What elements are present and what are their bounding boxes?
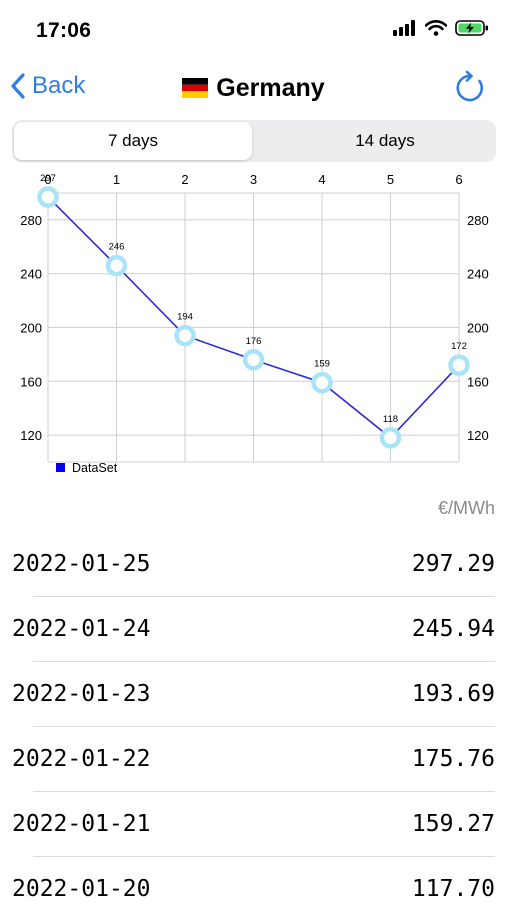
row-value: 175.76 bbox=[411, 746, 495, 772]
y-tick-label-right: 200 bbox=[467, 321, 489, 336]
list-item: 2022-01-24 245.94 bbox=[0, 597, 507, 662]
legend-label: DataSet bbox=[72, 461, 118, 475]
y-tick-label-left: 200 bbox=[20, 321, 42, 336]
row-divider bbox=[33, 661, 495, 662]
refresh-button[interactable] bbox=[453, 70, 487, 111]
x-tick-label: 2 bbox=[181, 172, 188, 187]
data-label: 297 bbox=[40, 173, 56, 184]
cellular-signal-icon bbox=[393, 20, 415, 36]
row-date: 2022-01-21 bbox=[12, 811, 151, 837]
row-date: 2022-01-22 bbox=[12, 746, 151, 772]
list-item: 2022-01-23 193.69 bbox=[0, 662, 507, 727]
price-line-chart: 0 1 2 3 4 5 6 120 120 160 160 200 200 240 240 280 280 297… bbox=[20, 172, 489, 475]
data-label: 194 bbox=[177, 312, 193, 323]
x-tick-label: 4 bbox=[318, 172, 325, 187]
data-point bbox=[379, 427, 402, 449]
page-title-text: Germany bbox=[216, 74, 325, 102]
data-label: 176 bbox=[246, 336, 262, 347]
back-label: Back bbox=[32, 72, 86, 99]
data-point bbox=[174, 324, 196, 347]
row-value: 117.70 bbox=[411, 876, 495, 902]
row-value: 245.94 bbox=[411, 616, 495, 642]
x-tick-label: 5 bbox=[387, 172, 394, 187]
y-tick-label-left: 240 bbox=[20, 267, 42, 282]
x-tick-label: 6 bbox=[455, 172, 462, 187]
data-label: 159 bbox=[314, 359, 330, 370]
price-list: 2022-01-25 297.29 2022-01-24 245.94 2022… bbox=[0, 532, 507, 922]
data-point bbox=[311, 371, 333, 394]
back-button[interactable]: Back bbox=[10, 72, 85, 100]
unit-label: €/MWh bbox=[437, 498, 495, 518]
legend-swatch bbox=[56, 463, 65, 472]
data-point bbox=[37, 186, 59, 208]
status-icons bbox=[393, 20, 489, 36]
row-divider bbox=[33, 596, 495, 597]
y-tick-label-right: 280 bbox=[467, 213, 489, 228]
y-tick-label-left: 160 bbox=[20, 374, 42, 389]
status-bar: 17:06 bbox=[0, 0, 507, 60]
x-tick-label: 1 bbox=[113, 172, 120, 187]
tab-14-days[interactable]: 14 days bbox=[355, 131, 415, 150]
list-item: 2022-01-21 159.27 bbox=[0, 792, 507, 857]
status-time: 17:06 bbox=[36, 19, 92, 42]
row-divider bbox=[33, 856, 495, 857]
nav-bar: Back Germany bbox=[0, 62, 507, 118]
list-item: 2022-01-25 297.29 bbox=[0, 532, 507, 597]
row-value: 297.29 bbox=[411, 551, 495, 577]
y-tick-label-right: 240 bbox=[467, 267, 489, 282]
row-value: 193.69 bbox=[411, 681, 495, 707]
page-title: Germany bbox=[0, 74, 507, 103]
x-tick-label: 3 bbox=[250, 172, 257, 187]
row-divider bbox=[33, 726, 495, 727]
de-flag-icon bbox=[182, 78, 209, 98]
tab-7-days[interactable]: 7 days bbox=[14, 122, 252, 160]
x-tick-label: 0 bbox=[44, 172, 51, 187]
y-tick-label-right: 160 bbox=[467, 374, 489, 389]
list-item: 2022-01-22 175.76 bbox=[0, 727, 507, 792]
battery-charging-icon bbox=[455, 20, 488, 36]
data-label: 172 bbox=[451, 341, 467, 352]
y-tick-label-right: 120 bbox=[467, 428, 489, 443]
row-value: 159.27 bbox=[411, 811, 495, 837]
row-date: 2022-01-23 bbox=[12, 681, 151, 707]
data-label: 246 bbox=[109, 242, 125, 253]
row-date: 2022-01-20 bbox=[12, 876, 151, 902]
data-point bbox=[105, 254, 128, 277]
chevron-left-icon bbox=[11, 73, 25, 99]
y-tick-label-left: 120 bbox=[20, 428, 42, 443]
row-date: 2022-01-25 bbox=[12, 551, 151, 577]
data-label: 118 bbox=[383, 414, 398, 425]
period-segmented-control: 7 days 14 days bbox=[12, 120, 496, 162]
y-tick-label-left: 280 bbox=[20, 213, 42, 228]
row-date: 2022-01-24 bbox=[12, 616, 151, 642]
data-point bbox=[242, 349, 265, 371]
refresh-icon bbox=[456, 70, 484, 102]
list-item: 2022-01-20 117.70 bbox=[0, 857, 507, 922]
data-point bbox=[448, 354, 470, 376]
wifi-icon bbox=[425, 20, 447, 36]
row-divider bbox=[33, 791, 495, 792]
